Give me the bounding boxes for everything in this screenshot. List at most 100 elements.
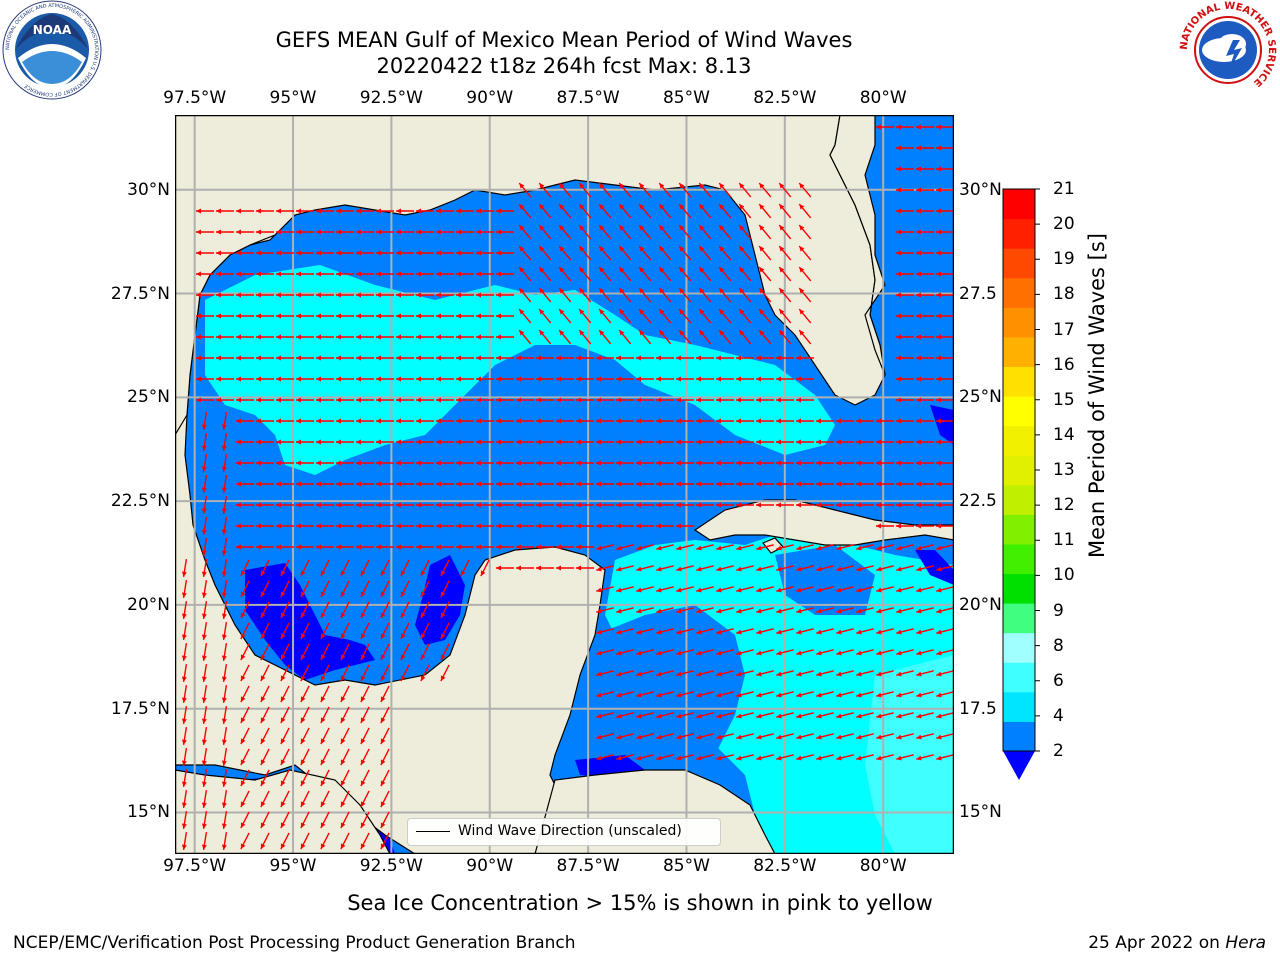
wind-wave-arrow	[696, 670, 714, 677]
wind-wave-arrow	[201, 559, 208, 577]
wind-wave-arrow	[736, 502, 754, 508]
wind-wave-arrow	[796, 376, 814, 382]
longitude-label: 95°W	[269, 88, 317, 108]
wind-wave-arrow	[456, 502, 474, 508]
wind-wave-arrow	[616, 439, 634, 445]
wind-wave-arrow	[396, 250, 414, 256]
wind-wave-arrow	[656, 586, 674, 593]
wind-wave-arrow	[616, 355, 634, 361]
wind-wave-arrow	[236, 355, 254, 361]
wind-wave-arrow	[416, 355, 434, 361]
wind-wave-arrow	[856, 565, 874, 572]
wind-wave-arrow	[518, 329, 532, 345]
wind-wave-arrow	[496, 523, 514, 529]
wind-wave-arrow	[876, 733, 894, 740]
wind-wave-arrow	[736, 418, 754, 424]
wind-wave-arrow	[816, 649, 834, 656]
period-region-2-4s-east	[775, 545, 875, 615]
wind-wave-arrow	[476, 481, 494, 487]
wind-wave-arrow	[400, 664, 410, 682]
wind-wave-arrow	[716, 754, 734, 761]
wind-wave-arrow	[896, 292, 914, 298]
wind-wave-arrow	[678, 266, 692, 282]
wind-wave-arrow	[360, 811, 370, 829]
wind-wave-arrow	[876, 670, 894, 677]
wind-wave-arrow	[416, 523, 434, 529]
wind-wave-arrow	[738, 266, 752, 282]
wind-wave-arrow	[556, 544, 574, 550]
wind-wave-arrow	[221, 622, 228, 640]
wind-wave-arrow	[356, 355, 374, 361]
wind-wave-arrow	[376, 460, 394, 466]
colorbar-tick-label: 19	[1053, 249, 1075, 270]
wind-wave-arrow	[476, 334, 494, 340]
wind-wave-arrow	[896, 166, 914, 172]
wind-wave-arrow	[380, 727, 390, 745]
wind-wave-arrow	[316, 229, 334, 235]
wind-wave-arrow	[456, 229, 474, 235]
wind-wave-arrow	[916, 229, 934, 235]
wind-wave-arrow	[578, 266, 592, 282]
wind-wave-arrow	[320, 769, 330, 787]
wind-wave-arrow	[738, 245, 752, 261]
wind-wave-arrow	[856, 460, 874, 466]
wind-wave-arrow	[836, 754, 854, 761]
wind-wave-arrow	[816, 418, 834, 424]
wind-wave-arrow	[916, 649, 934, 656]
wind-wave-arrow	[496, 544, 514, 550]
wind-wave-arrow	[596, 586, 614, 593]
wind-wave-arrow	[778, 203, 792, 219]
wind-wave-arrow	[636, 397, 654, 403]
wind-wave-arrow	[420, 643, 430, 661]
wind-wave-arrow	[236, 481, 254, 487]
wind-wave-arrow	[276, 271, 294, 277]
wind-wave-arrow	[836, 733, 854, 740]
wind-wave-arrow	[316, 292, 334, 298]
wind-wave-arrow	[696, 418, 714, 424]
wind-wave-arrow	[276, 292, 294, 298]
wind-wave-arrow	[678, 182, 692, 198]
wind-wave-arrow	[596, 376, 614, 382]
latitude-label: 22.5	[959, 491, 997, 512]
wind-wave-arrow	[276, 229, 294, 235]
wind-wave-arrow	[356, 334, 374, 340]
wind-wave-arrow	[256, 460, 274, 466]
wind-wave-arrow	[896, 418, 914, 424]
wind-wave-arrow	[516, 376, 534, 382]
wind-wave-arrow	[476, 355, 494, 361]
wind-wave-arrow	[678, 287, 692, 303]
wind-wave-arrow	[536, 481, 554, 487]
wind-wave-arrow	[221, 643, 228, 661]
wind-wave-arrow	[936, 376, 954, 382]
map-panel	[175, 115, 954, 854]
wind-wave-arrow	[336, 397, 354, 403]
wind-wave-arrow	[756, 754, 774, 761]
wind-wave-arrow	[796, 502, 814, 508]
wind-wave-arrow	[816, 565, 834, 572]
wind-wave-arrow	[616, 586, 634, 593]
wind-wave-arrow	[776, 712, 794, 719]
wind-wave-arrow	[260, 685, 270, 703]
wind-wave-arrow	[936, 166, 954, 172]
wind-wave-arrow	[936, 754, 954, 761]
wind-wave-arrow	[596, 733, 614, 740]
wind-wave-arrow	[798, 203, 812, 219]
wind-wave-arrow	[216, 250, 234, 256]
wind-wave-arrow	[598, 203, 612, 219]
wind-wave-arrow	[516, 502, 534, 508]
wind-wave-arrow	[656, 649, 674, 656]
latitude-label: 25°N	[959, 387, 1002, 408]
wind-wave-arrow	[596, 670, 614, 677]
wind-wave-arrow	[736, 355, 754, 361]
wind-wave-arrow	[916, 145, 934, 151]
wind-wave-arrow	[596, 565, 614, 572]
wind-wave-arrow	[201, 454, 208, 472]
wind-wave-arrow	[456, 355, 474, 361]
wind-wave-arrow	[916, 187, 934, 193]
wind-wave-arrow	[296, 544, 314, 550]
wind-wave-arrow	[916, 565, 934, 572]
wind-wave-arrow	[376, 397, 394, 403]
wind-wave-arrow	[596, 523, 614, 529]
wind-wave-arrow	[340, 664, 350, 682]
wind-wave-arrow	[376, 502, 394, 508]
